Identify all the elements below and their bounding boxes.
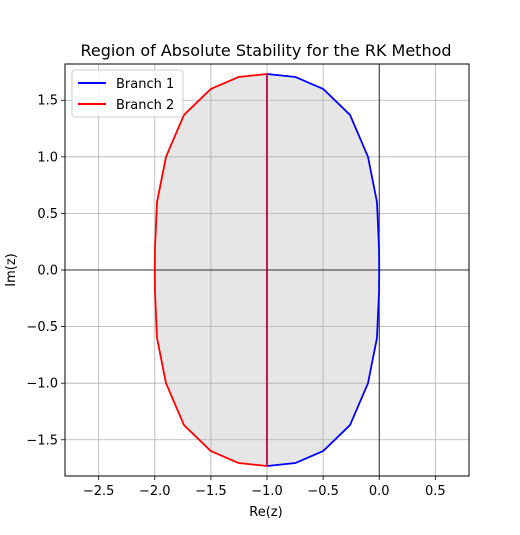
x-tick-label: −2.0	[139, 484, 171, 499]
x-tick-label: 0.0	[369, 484, 390, 499]
x-tick-label: −1.5	[195, 484, 227, 499]
x-tick-label: −1.0	[251, 484, 283, 499]
legend: Branch 1 Branch 2	[71, 69, 184, 118]
y-tick-label: 1.0	[37, 150, 58, 165]
series-line-branch-2	[153, 73, 268, 467]
y-axis-label: Im(z)	[4, 253, 19, 286]
y-tick-label: 0.0	[37, 264, 58, 279]
y-tick-label: −1.5	[26, 433, 58, 448]
legend-label-branch-1: Branch 1	[116, 77, 174, 92]
x-tick-label: −2.5	[83, 484, 115, 499]
legend-box	[71, 69, 184, 118]
x-ticks: −2.5 −2.0 −1.5 −1.0 −0.5 0.0 0.5	[83, 476, 446, 499]
x-axis-label: Re(z)	[249, 505, 282, 520]
series-layer	[153, 73, 381, 467]
plot-area	[65, 64, 469, 476]
x-tick-label: 0.5	[425, 484, 446, 499]
y-tick-label: 1.5	[37, 94, 58, 109]
chart-title: Region of Absolute Stability for the RK …	[80, 41, 451, 60]
y-ticks: −1.5 −1.0 −0.5 0.0 0.5 1.0 1.5	[26, 94, 65, 448]
y-tick-label: 0.5	[37, 207, 58, 222]
legend-label-branch-2: Branch 2	[116, 98, 174, 113]
x-tick-label: −0.5	[307, 484, 339, 499]
series-line-branch-1	[266, 73, 381, 467]
y-tick-label: −1.0	[26, 377, 58, 392]
y-tick-label: −0.5	[26, 320, 58, 335]
